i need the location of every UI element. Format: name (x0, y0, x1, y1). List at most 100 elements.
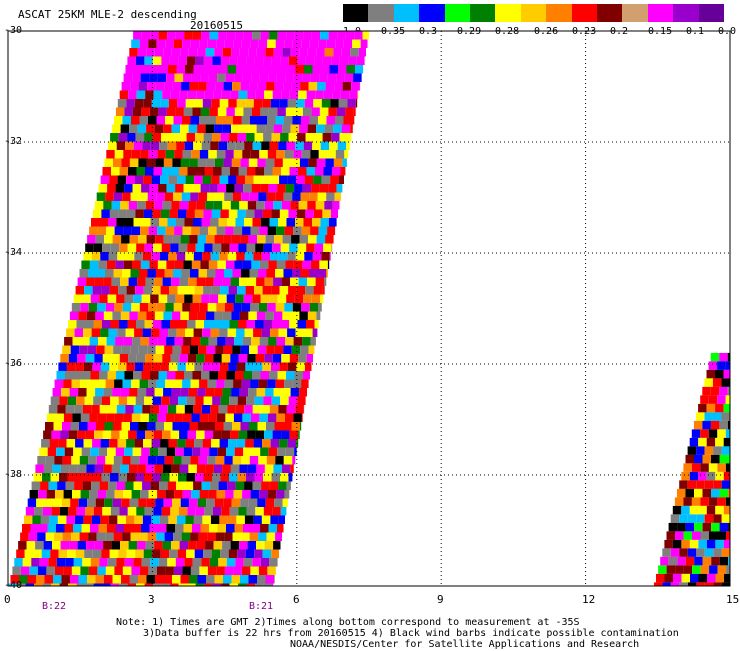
data-cell (32, 516, 41, 525)
data-cell (253, 142, 262, 151)
data-cell (108, 405, 117, 414)
data-cell (122, 82, 131, 91)
data-cell (276, 40, 285, 49)
data-cell (132, 490, 141, 499)
data-cell (145, 320, 154, 329)
data-cell (116, 558, 125, 567)
data-cell (291, 159, 300, 168)
data-cell (701, 565, 710, 574)
data-cell (284, 456, 293, 465)
data-cell (71, 422, 80, 431)
data-cell (239, 91, 248, 100)
data-cell (267, 269, 276, 278)
data-cell (248, 388, 257, 397)
data-cell (231, 388, 240, 397)
data-cell (272, 244, 281, 253)
data-cell (274, 48, 283, 57)
data-cell (279, 439, 288, 448)
data-cell (98, 227, 107, 236)
data-cell (268, 74, 277, 83)
longitude-label: 15 (726, 593, 739, 606)
data-cell (167, 31, 176, 40)
data-cell (241, 533, 250, 542)
data-cell (45, 422, 54, 431)
data-cell (239, 201, 248, 210)
data-cell (311, 261, 320, 270)
data-cell (221, 397, 230, 406)
data-cell (174, 227, 183, 236)
data-cell (210, 558, 219, 567)
data-cell (176, 31, 185, 40)
data-cell (686, 489, 695, 498)
data-cell (282, 48, 291, 57)
data-cell (679, 582, 688, 586)
data-cell (206, 235, 215, 244)
data-cell (167, 558, 176, 567)
data-cell (304, 218, 313, 227)
data-cell (281, 354, 290, 363)
data-cell (253, 218, 262, 227)
data-cell (87, 235, 96, 244)
data-cell (673, 506, 682, 515)
data-cell (218, 558, 227, 567)
data-cell (214, 541, 223, 550)
data-cell (294, 184, 303, 193)
data-cell (197, 541, 206, 550)
data-cell (262, 252, 271, 261)
data-cell (231, 201, 240, 210)
data-cell (233, 193, 242, 202)
data-cell (309, 269, 318, 278)
data-cell (68, 473, 77, 482)
data-cell (105, 269, 114, 278)
data-cell (252, 295, 261, 304)
data-cell (201, 371, 210, 380)
data-cell (244, 558, 253, 567)
data-cell (274, 125, 283, 134)
data-cell (69, 354, 78, 363)
data-cell (131, 456, 140, 465)
data-cell (248, 541, 257, 550)
data-cell (346, 142, 350, 151)
data-cell (236, 482, 245, 491)
longitude-label: 0 (4, 593, 11, 606)
data-cell (73, 524, 82, 533)
data-cell (215, 499, 224, 508)
data-cell (125, 371, 134, 380)
data-cell (293, 414, 302, 423)
data-cell (164, 422, 173, 431)
data-cell (711, 489, 720, 498)
data-cell (39, 448, 48, 457)
data-cell (95, 201, 104, 210)
data-cell (252, 31, 261, 40)
data-cell (284, 193, 293, 202)
data-cell (319, 227, 328, 236)
data-cell (681, 540, 690, 549)
data-cell (63, 380, 72, 389)
data-cell (135, 99, 144, 108)
data-cell (103, 278, 112, 287)
data-cell (275, 346, 284, 355)
data-cell (288, 176, 297, 185)
data-cell (189, 575, 198, 584)
data-cell (673, 574, 682, 583)
data-cell (149, 150, 158, 159)
data-cell (190, 533, 199, 542)
data-cell (111, 431, 120, 440)
data-cell (277, 261, 286, 270)
data-cell (694, 557, 703, 566)
data-cell (186, 99, 195, 108)
data-cell (114, 456, 123, 465)
data-cell (320, 184, 329, 193)
data-cell (264, 507, 273, 516)
data-cell (119, 473, 128, 482)
data-cell (113, 422, 122, 431)
data-cell (307, 167, 316, 176)
data-cell (303, 108, 312, 117)
data-cell (276, 227, 285, 236)
data-cell (288, 439, 297, 448)
data-cell (48, 448, 57, 457)
data-cell (16, 550, 25, 559)
data-cell (106, 380, 115, 389)
data-cell (63, 533, 72, 542)
data-cell (235, 295, 244, 304)
